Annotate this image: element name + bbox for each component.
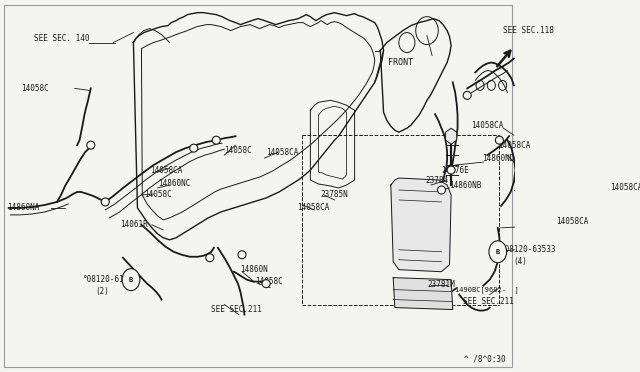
Ellipse shape xyxy=(212,136,220,144)
Ellipse shape xyxy=(463,92,471,99)
Text: 14860N: 14860N xyxy=(241,265,268,274)
Text: (4): (4) xyxy=(514,257,528,266)
Circle shape xyxy=(489,241,507,263)
Ellipse shape xyxy=(262,280,270,288)
Text: 14058C: 14058C xyxy=(144,190,172,199)
Ellipse shape xyxy=(495,136,504,144)
Text: 14058C: 14058C xyxy=(21,84,49,93)
Text: 23784: 23784 xyxy=(426,176,449,185)
Text: 14860NC: 14860NC xyxy=(158,179,191,187)
Text: 14058CA: 14058CA xyxy=(556,217,588,227)
Text: 14058CA: 14058CA xyxy=(297,203,329,212)
Ellipse shape xyxy=(101,198,109,206)
Text: 14061R: 14061R xyxy=(120,220,147,230)
Text: 14058CA: 14058CA xyxy=(498,141,530,150)
Text: B: B xyxy=(129,277,133,283)
Text: 14058CA: 14058CA xyxy=(150,166,182,174)
Text: °08120-61228: °08120-61228 xyxy=(83,275,138,284)
Text: SEE SEC. 140: SEE SEC. 140 xyxy=(34,34,89,43)
Text: 1490BC[9602-  ]: 1490BC[9602- ] xyxy=(455,286,519,293)
Text: 14058CA: 14058CA xyxy=(471,121,504,130)
Text: SEE SEC.211: SEE SEC.211 xyxy=(463,297,514,306)
Text: 14860NB: 14860NB xyxy=(449,180,482,189)
Text: B: B xyxy=(495,249,500,255)
Ellipse shape xyxy=(87,141,95,149)
Text: 14058CA: 14058CA xyxy=(611,183,640,192)
Text: °08120-63533: °08120-63533 xyxy=(501,245,557,254)
Ellipse shape xyxy=(438,186,445,194)
Text: 14058CA: 14058CA xyxy=(266,148,298,157)
Text: 14058C: 14058C xyxy=(255,277,283,286)
Text: 14776E: 14776E xyxy=(442,166,469,174)
Ellipse shape xyxy=(238,251,246,259)
Text: FRONT: FRONT xyxy=(388,58,413,67)
Text: 14860NA: 14860NA xyxy=(7,203,40,212)
Text: ^ /8^0:30: ^ /8^0:30 xyxy=(464,355,506,364)
Text: SEE SEC.211: SEE SEC.211 xyxy=(211,305,262,314)
Text: (2): (2) xyxy=(95,287,109,296)
Text: 23785N: 23785N xyxy=(321,190,349,199)
Text: 14860ND: 14860ND xyxy=(482,154,514,163)
Polygon shape xyxy=(391,178,451,272)
Text: 23781M: 23781M xyxy=(427,280,455,289)
Ellipse shape xyxy=(447,166,455,174)
Circle shape xyxy=(122,269,140,291)
Polygon shape xyxy=(393,278,452,310)
Ellipse shape xyxy=(189,144,198,152)
Text: SEE SEC.118: SEE SEC.118 xyxy=(504,26,554,35)
Ellipse shape xyxy=(206,254,214,262)
Text: 14058C: 14058C xyxy=(224,145,252,155)
